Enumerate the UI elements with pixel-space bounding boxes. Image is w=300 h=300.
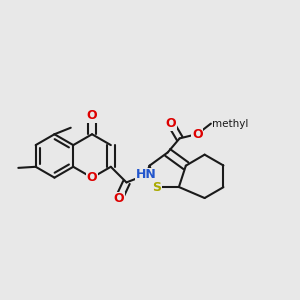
Text: O: O bbox=[87, 171, 98, 184]
Text: O: O bbox=[87, 109, 98, 122]
Text: O: O bbox=[113, 192, 124, 205]
Text: O: O bbox=[192, 128, 203, 140]
Text: HN: HN bbox=[136, 168, 156, 181]
Text: S: S bbox=[152, 181, 161, 194]
Text: methyl: methyl bbox=[212, 118, 249, 129]
Text: O: O bbox=[166, 117, 176, 130]
